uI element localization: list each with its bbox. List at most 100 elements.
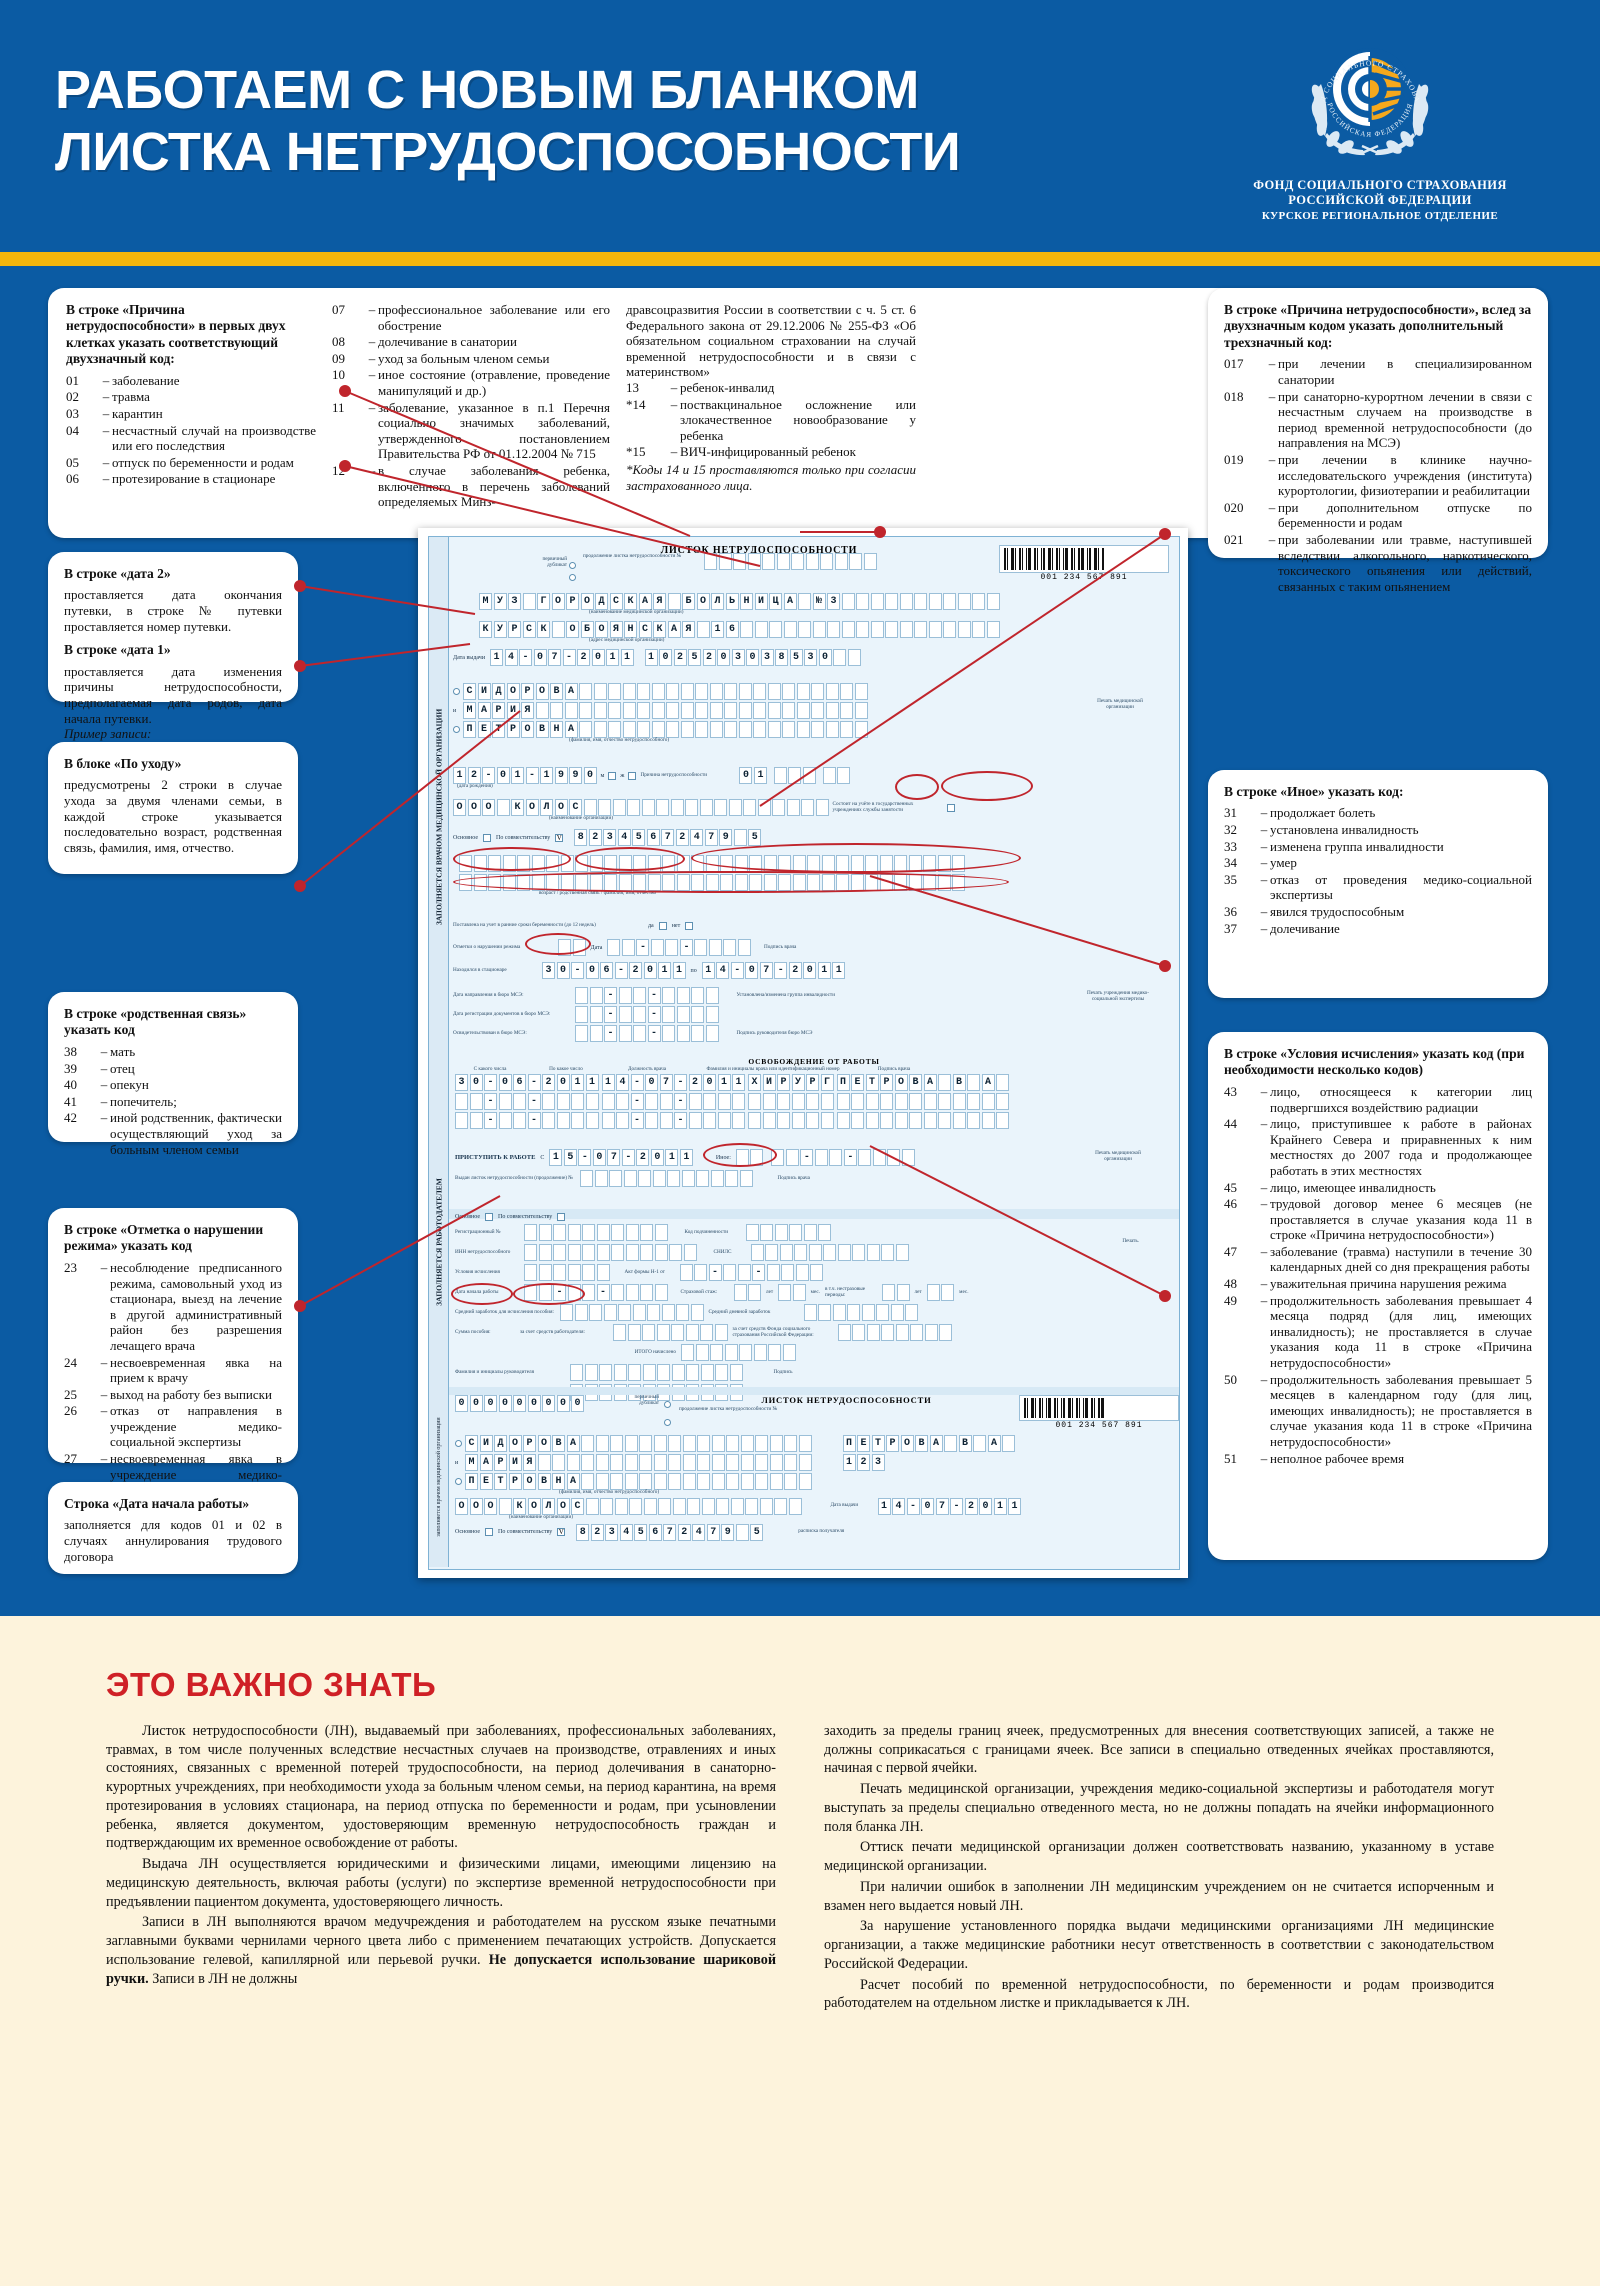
form-radio-fio-3[interactable] bbox=[453, 726, 460, 733]
form-mse-ref-cells[interactable]: - - bbox=[575, 987, 719, 1004]
form-months-label-2: мес. bbox=[959, 1288, 969, 1295]
form-subcode-cells[interactable] bbox=[745, 1224, 831, 1241]
form-stub-radio-duplicate[interactable] bbox=[664, 1418, 671, 1426]
form-emp-parttime-checkbox[interactable] bbox=[557, 1213, 566, 1221]
form-care-row-1[interactable] bbox=[449, 855, 1179, 872]
page-title: РАБОТАЕМ С НОВЫМ БЛАНКОМ ЛИСТКА НЕТРУДОС… bbox=[55, 60, 1175, 183]
form-release-position-cells-2[interactable] bbox=[748, 1092, 834, 1110]
card-care-block: В блоке «По уходу» предусмотрены 2 строк… bbox=[48, 742, 298, 874]
form-nonins-months-cells[interactable] bbox=[926, 1284, 955, 1301]
form-release-from-cells-3[interactable]: - - bbox=[455, 1111, 599, 1129]
form-stub-main-checkbox[interactable] bbox=[485, 1528, 493, 1537]
form-release-to-cells-2[interactable]: - - bbox=[601, 1092, 745, 1110]
form-head-fio-cells[interactable] bbox=[570, 1364, 743, 1381]
form-release-to-cells-3[interactable]: - - bbox=[601, 1111, 745, 1129]
form-pregnancy-no-checkbox[interactable] bbox=[685, 922, 694, 930]
form-stub-parttime-label: По совместительству bbox=[498, 1529, 553, 1536]
form-inn-cells[interactable] bbox=[524, 1244, 697, 1261]
form-mse-reg-cells[interactable]: - - bbox=[575, 1006, 719, 1023]
form-violation-date-cells[interactable]: - - bbox=[607, 939, 751, 956]
form-mse-ref-label: Дата направления в бюро МСЭ: bbox=[453, 991, 524, 998]
form-avg-earnings-cells[interactable] bbox=[560, 1304, 704, 1321]
form-head-fio-label: Фамилия и инициалы руководителя bbox=[455, 1368, 534, 1375]
form-vertical-tab-stub-label: заполняется врачом медицинской организац… bbox=[435, 1417, 442, 1537]
form-stub-parttime-checkbox[interactable]: V bbox=[557, 1528, 566, 1537]
form-cause-addcode-cells[interactable] bbox=[773, 767, 816, 784]
form-regno-cells[interactable] bbox=[524, 1224, 668, 1241]
form-release-doctor-cells-2[interactable] bbox=[836, 1092, 1009, 1110]
form-stub-radio-fio-1[interactable] bbox=[455, 1440, 462, 1447]
form-insurance-months-cells[interactable] bbox=[778, 1284, 806, 1301]
form-emp-main-checkbox[interactable] bbox=[485, 1213, 493, 1221]
form-release-position-cells-3[interactable] bbox=[748, 1111, 834, 1129]
form-gender-m-label: м bbox=[600, 772, 605, 779]
form-violation-label: Отметки о нарушении режима bbox=[453, 943, 521, 950]
form-parttime-checkbox[interactable]: V bbox=[555, 833, 564, 842]
form-continuation-cells[interactable] bbox=[704, 553, 877, 570]
form-main-checkbox[interactable] bbox=[483, 833, 491, 842]
form-release-doctor-cells-3[interactable] bbox=[836, 1111, 1009, 1129]
form-other-date-cells[interactable]: - - bbox=[771, 1149, 915, 1166]
form-work-start-cells[interactable]: - - bbox=[524, 1284, 668, 1301]
form-calc-cond-cells[interactable] bbox=[524, 1264, 610, 1281]
form-cause-changecode-cells[interactable] bbox=[822, 767, 851, 784]
form-other-label: Иное: bbox=[715, 1154, 731, 1161]
form-insurance-years-cells[interactable] bbox=[733, 1284, 761, 1301]
form-avg-daily-cells[interactable] bbox=[803, 1304, 918, 1321]
form-violation-code-cells[interactable] bbox=[558, 939, 586, 956]
form-stub-radio-fio-3[interactable] bbox=[455, 1478, 462, 1485]
form-violation-sign-label: Подпись врача bbox=[763, 943, 797, 950]
form-snils-cells[interactable] bbox=[750, 1244, 909, 1261]
important-paragraph: Выдача ЛН осуществляется юридическими и … bbox=[106, 1856, 776, 1910]
form-pregnancy-yes-checkbox[interactable] bbox=[658, 922, 667, 930]
form-nonins-years-cells[interactable] bbox=[882, 1284, 910, 1301]
org-line-3: КУРСКОЕ РЕГИОНАЛЬНОЕ ОТДЕЛЕНИЕ bbox=[1261, 210, 1499, 222]
card-date2-heading: В строке «дата 2» bbox=[64, 566, 171, 581]
form-care-row-2[interactable] bbox=[449, 874, 1179, 891]
form-gender-f-checkbox[interactable] bbox=[628, 771, 637, 780]
form-continuation-issue-cells[interactable] bbox=[580, 1170, 753, 1187]
form-radio-duplicate[interactable] bbox=[569, 573, 576, 581]
form-pay-employer-cells[interactable] bbox=[613, 1324, 728, 1341]
form-vertical-tab-doctor-label: ЗАПОЛНЯЕТСЯ ВРАЧОМ МЕДИЦИНСКОЙ ОРГАНИЗАЦ… bbox=[434, 708, 443, 926]
form-pay-fss-cells[interactable] bbox=[837, 1324, 952, 1341]
form-other-code-cells[interactable] bbox=[735, 1149, 764, 1166]
form-act-date-cells[interactable]: - - bbox=[679, 1264, 823, 1281]
form-itogo-cells[interactable] bbox=[681, 1344, 796, 1361]
card-cond-heading: В строке «Условия исчисления» указать ко… bbox=[1224, 1046, 1525, 1078]
form-registered-checkbox[interactable] bbox=[946, 803, 955, 812]
form-stub-radio-primary[interactable] bbox=[664, 1400, 671, 1408]
form-mse-exam-cells[interactable]: - - bbox=[575, 1025, 719, 1042]
important-paragraph: Расчет пособий по временной нетрудоспосо… bbox=[824, 1976, 1494, 2012]
form-radio-fio-1[interactable] bbox=[453, 688, 460, 695]
form-gender-m-checkbox[interactable] bbox=[608, 771, 617, 780]
form-release-from-cells-2[interactable]: - - bbox=[455, 1092, 599, 1110]
